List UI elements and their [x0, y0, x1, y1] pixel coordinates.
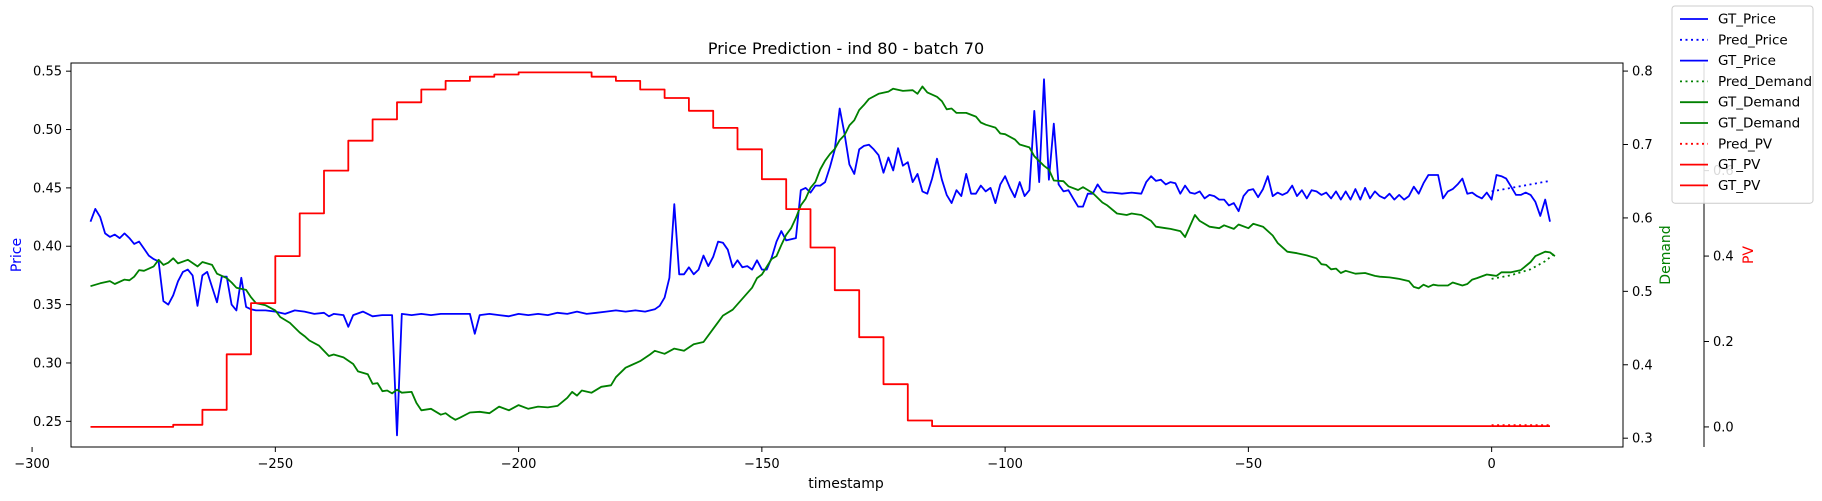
demand-tick-label: 0.5: [1632, 285, 1653, 300]
legend-label: GT_Price: [1718, 12, 1776, 28]
x-tick-label: −50: [1235, 457, 1262, 472]
chart-title: Price Prediction - ind 80 - batch 70: [708, 39, 984, 58]
series-pred-demand-line: [1491, 252, 1556, 280]
demand-tick-label: 0.3: [1632, 432, 1653, 447]
demand-tick-label: 0.8: [1632, 65, 1653, 80]
pv-axis-title: PV: [1741, 246, 1757, 264]
x-tick-label: −100: [987, 457, 1023, 472]
x-tick-label: −150: [744, 457, 780, 472]
x-tick-label: −250: [257, 457, 293, 472]
demand-axis-title: Demand: [1658, 225, 1674, 284]
pv-tick-label: 0.2: [1713, 335, 1734, 350]
legend: GT_Price Pred_Price GT_Price Pred_Demand GT_…: [1671, 5, 1814, 204]
plot-frame: [70, 62, 1624, 448]
series-gt-price-line: [89, 78, 1551, 437]
price-tick-label: 0.25: [33, 415, 62, 430]
price-tick-label: 0.40: [33, 240, 62, 255]
pv-tick-label: 0.4: [1713, 250, 1734, 265]
legend-label: GT_PV: [1718, 178, 1761, 194]
price-tick-label: 0.35: [33, 298, 62, 313]
x-axis-title: timestamp: [808, 476, 884, 492]
price-tick-label: 0.30: [33, 356, 62, 371]
legend-label: GT_PV: [1718, 157, 1761, 173]
series-gt-pv-line: [90, 71, 1492, 428]
price-tick-label: 0.50: [33, 123, 62, 138]
plot-lines: [89, 71, 1556, 437]
series-gt-demand-line: [90, 85, 1556, 421]
demand-tick-label: 0.4: [1632, 358, 1653, 373]
x-tick-label: −300: [14, 457, 50, 472]
x-tick-label: 0: [1487, 457, 1495, 472]
axes-layer: −300 −250 −200 −150 −100 −50 00.250.300.350.40…: [14, 63, 1734, 472]
legend-label: GT_Price: [1718, 53, 1776, 69]
price-tick-label: 0.55: [33, 65, 62, 80]
demand-tick-label: 0.6: [1632, 211, 1653, 226]
demand-tick-label: 0.7: [1632, 138, 1653, 153]
legend-label: Pred_Price: [1718, 32, 1788, 48]
x-tick-label: −200: [501, 457, 537, 472]
legend-label: Pred_Demand: [1718, 74, 1812, 90]
legend-label: Pred_PV: [1718, 136, 1773, 152]
price-axis-title: Price: [9, 238, 25, 272]
price-tick-label: 0.45: [33, 181, 62, 196]
legend-label: GT_Demand: [1718, 95, 1800, 111]
legend-box: [1671, 5, 1814, 204]
pv-tick-label: 0.0: [1713, 420, 1734, 435]
legend-label: GT_Demand: [1718, 116, 1800, 132]
